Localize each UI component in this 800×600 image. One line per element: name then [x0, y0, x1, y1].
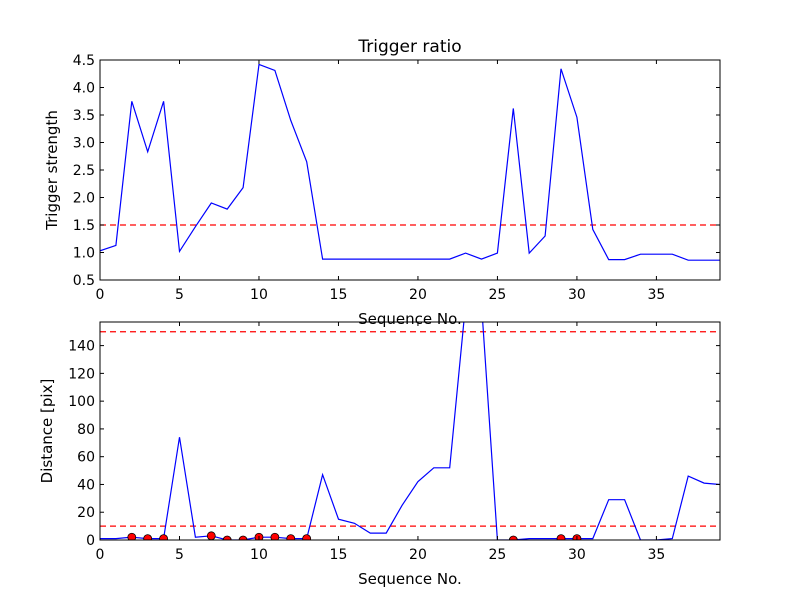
x-tick-label: 35 [647, 547, 665, 563]
data-point [159, 534, 168, 540]
y-axis-label: Trigger strength [43, 110, 61, 231]
y-tick-label: 3.0 [73, 136, 95, 152]
y-tick-label: 3.5 [73, 108, 95, 124]
y-axis-label: Distance [pix] [38, 379, 56, 484]
y-tick-label: 2.5 [73, 163, 95, 179]
y-tick-label: 20 [77, 505, 95, 521]
y-tick-label: 4.5 [73, 53, 95, 69]
x-tick-label: 30 [568, 547, 586, 563]
data-point [238, 535, 248, 540]
data-point [143, 534, 153, 540]
x-tick-label: 0 [96, 287, 105, 303]
plot-area [100, 63, 720, 261]
y-tick-label: 4.0 [73, 81, 95, 97]
y-tick-label: 0 [86, 533, 95, 549]
data-point [270, 532, 280, 540]
x-tick-label: 30 [568, 287, 586, 303]
x-axis-label: Sequence No. [358, 310, 462, 328]
data-point [302, 534, 312, 540]
data-point [286, 534, 296, 540]
x-tick-label: 15 [330, 287, 348, 303]
y-tick-label: 2.0 [73, 191, 95, 207]
y-tick-label: 100 [68, 394, 95, 410]
y-tick-label: 80 [77, 422, 95, 438]
data-point [206, 531, 216, 540]
data-point [556, 534, 566, 540]
trigger-ratio-panel: Trigger ratio Sequence No. Trigger stren… [43, 37, 721, 328]
plot-frame [99, 59, 721, 281]
data-point [127, 532, 137, 540]
x-tick-label: 10 [250, 287, 268, 303]
x-tick-label: 20 [409, 287, 427, 303]
x-tick-label: 5 [175, 547, 184, 563]
y-tick-label: 1.0 [73, 246, 95, 262]
y-tick-label: 1.5 [73, 218, 95, 234]
y-tick-label: 140 [68, 339, 95, 355]
chart-title: Trigger ratio [357, 37, 461, 57]
series-line [100, 322, 720, 540]
x-tick-label: 15 [330, 547, 348, 563]
y-tick-label: 40 [77, 477, 95, 493]
y-tick-label: 120 [68, 366, 95, 382]
x-tick-label: 25 [489, 287, 507, 303]
x-tick-label: 35 [647, 287, 665, 303]
plot-area [100, 322, 720, 540]
data-point [508, 535, 518, 540]
series-line [100, 63, 720, 261]
x-axis-label: Sequence No. [358, 570, 462, 588]
plot-frame [99, 321, 721, 541]
x-tick-label: 25 [489, 547, 507, 563]
data-point [222, 535, 232, 540]
x-tick-label: 0 [96, 547, 105, 563]
x-tick-label: 10 [250, 547, 268, 563]
x-tick-label: 5 [175, 287, 184, 303]
y-tick-label: 60 [77, 450, 95, 466]
y-tick-label: 0.5 [73, 273, 95, 289]
distance-panel: Sequence No. Distance [pix] 0 5 10 15 20 25 30… [38, 321, 721, 588]
x-tick-label: 20 [409, 547, 427, 563]
